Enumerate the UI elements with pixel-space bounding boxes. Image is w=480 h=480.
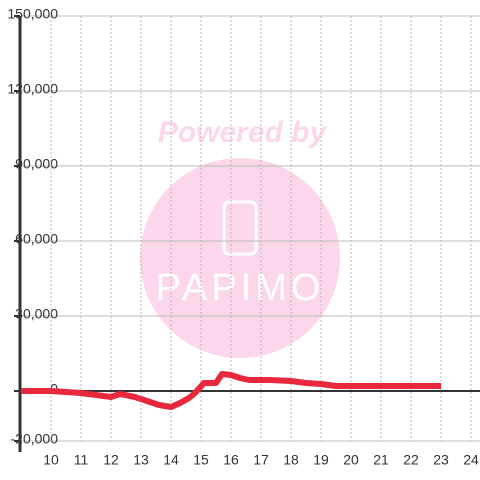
- x-tick-label: 24: [463, 452, 479, 468]
- watermark-circle: [140, 158, 340, 358]
- x-tick-label: 13: [133, 452, 149, 468]
- x-tick-label: 12: [103, 452, 119, 468]
- x-tick-label: 11: [74, 452, 89, 468]
- x-tick-label: 10: [43, 452, 59, 468]
- y-tick-label: -20,000: [11, 431, 59, 447]
- x-tick-label: 16: [223, 452, 239, 468]
- watermark-logo: PAPIMO: [156, 267, 325, 309]
- x-tick-label: 18: [283, 452, 299, 468]
- grid: -20,000030,00060,00090,000120,000150,000…: [7, 6, 480, 468]
- x-tick-label: 19: [313, 452, 329, 468]
- x-tick-label: 14: [163, 452, 179, 468]
- watermark-text: Powered by: [158, 116, 328, 149]
- data-line: [21, 371, 441, 410]
- x-tick-label: 23: [433, 452, 449, 468]
- y-tick-label: 30,000: [15, 306, 58, 322]
- watermark-phone: [222, 200, 258, 256]
- y-tick-label: 150,000: [7, 6, 58, 22]
- plot: [21, 371, 441, 410]
- y-tick-label: 90,000: [15, 156, 58, 172]
- x-tick-label: 20: [343, 452, 359, 468]
- watermark: Powered by PAPIMO: [140, 116, 340, 358]
- y-tick-label: 60,000: [15, 231, 58, 247]
- x-tick-label: 22: [403, 452, 419, 468]
- x-tick-label: 21: [373, 452, 389, 468]
- x-tick-label: 17: [253, 452, 269, 468]
- x-tick-label: 15: [193, 452, 209, 468]
